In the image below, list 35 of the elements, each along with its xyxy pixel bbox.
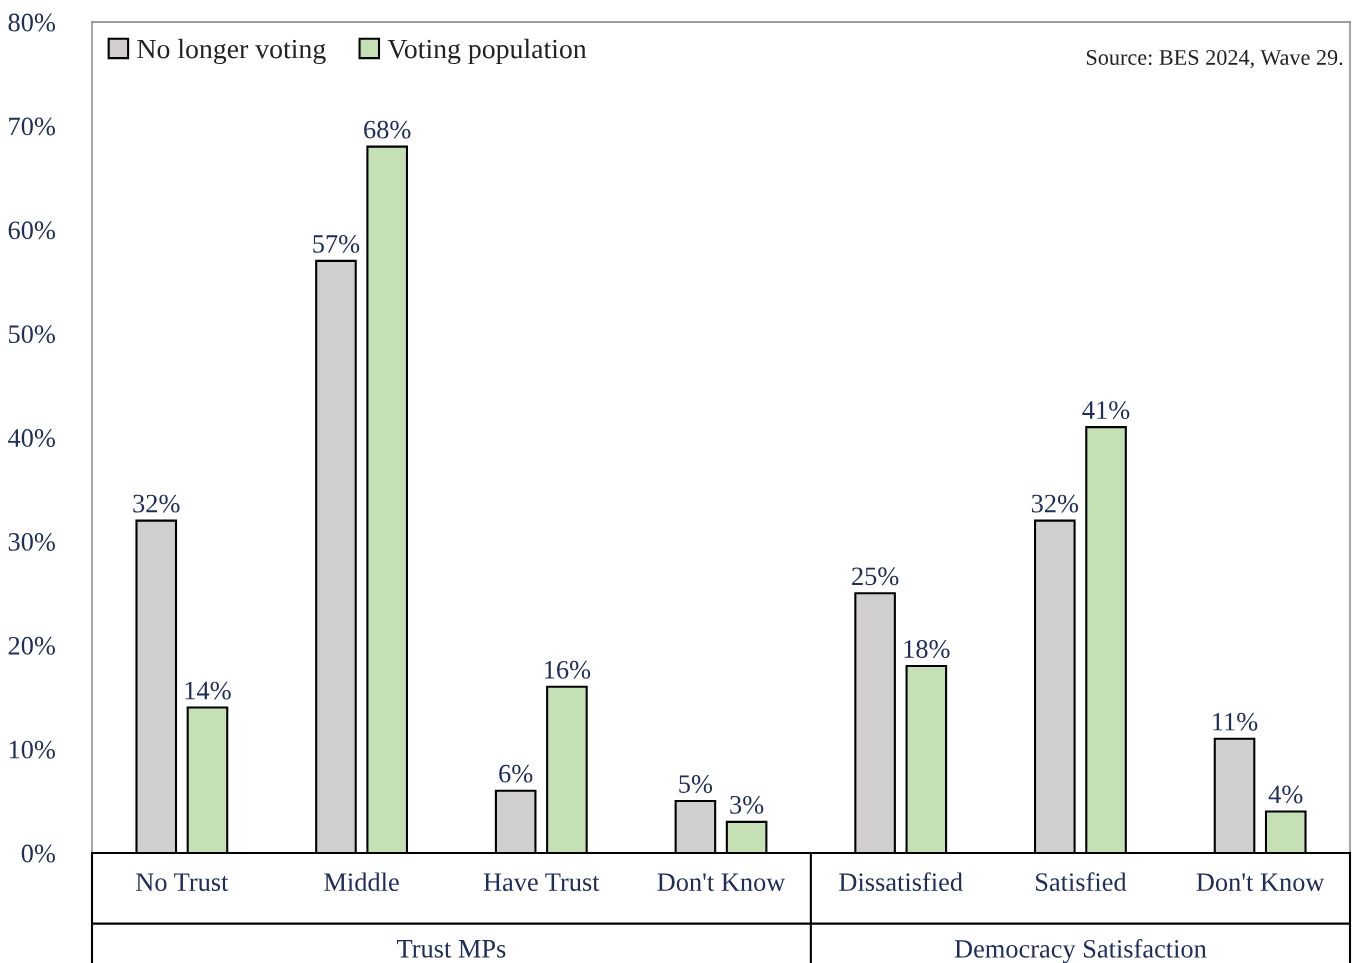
y-tick-label: 50% — [9, 325, 55, 344]
y-tick-label: 0% — [21, 844, 55, 863]
data-label: 41% — [1082, 401, 1130, 420]
y-tick-label: 10% — [9, 740, 55, 759]
data-label: 32% — [133, 494, 180, 513]
legend-label: No longer voting — [137, 38, 326, 65]
x-tick-label: Have Trust — [483, 873, 600, 892]
annotation: Source: BES 2024, Wave 29. — [1086, 49, 1343, 69]
legend-label: Voting population — [387, 38, 587, 65]
data-label: 3% — [730, 795, 764, 814]
x-tick-label: Middle — [324, 872, 399, 892]
y-tick-label: 70% — [9, 117, 55, 136]
y-tick-label: 20% — [8, 636, 55, 655]
data-label: 18% — [904, 640, 950, 658]
data-label: 68% — [364, 120, 411, 139]
data-label: 57% — [313, 234, 360, 253]
data-label: 11% — [1213, 712, 1258, 731]
y-tick-label: 30% — [8, 532, 55, 551]
data-label: 5% — [679, 775, 713, 794]
y-tick-label: 60% — [8, 221, 55, 240]
data-label: 25% — [852, 567, 899, 586]
text: Trust MPs — [397, 940, 506, 958]
data-label: 14% — [185, 681, 231, 700]
data-label: 4% — [1268, 785, 1303, 804]
y-tick-label: 80% — [8, 13, 55, 32]
data-label: 6% — [499, 764, 533, 783]
y-tick-label: 40% — [8, 429, 55, 447]
x-tick-label: Don't Know — [1196, 873, 1325, 892]
data-label: 32% — [1031, 494, 1079, 513]
x-tick-label: Dissatisfied — [839, 872, 963, 892]
x-tick-label: No Trust — [136, 873, 229, 892]
text: Democracy Satisfaction — [954, 938, 1207, 963]
x-tick-label: Satisfied — [1036, 872, 1127, 892]
data-label: 16% — [545, 660, 591, 679]
x-tick-label: Don't Know — [657, 873, 786, 892]
